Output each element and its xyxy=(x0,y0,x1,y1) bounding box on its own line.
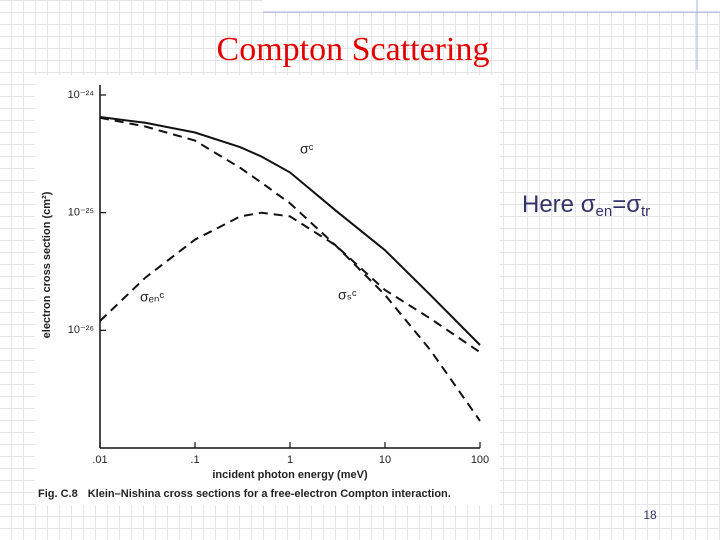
note-sub: tr xyxy=(641,203,650,220)
caption-label: Fig. C.8 xyxy=(38,488,78,500)
x-tick-label: 10 xyxy=(379,454,391,466)
y-tick-label: 10⁻²⁴ xyxy=(68,89,95,101)
caption: Fig. C.8 Klein–Nishina cross sections for… xyxy=(38,488,451,500)
page-number: 18 xyxy=(643,508,657,522)
slide-title: Compton Scattering xyxy=(217,31,490,68)
caption-text: Klein–Nishina cross sections for a free-… xyxy=(88,488,451,500)
series-label: σᶜ xyxy=(300,141,314,157)
note-text: =σ xyxy=(612,191,641,218)
series-line xyxy=(99,116,481,422)
x-tick-label: 100 xyxy=(471,454,489,466)
note: Here σen=σtr xyxy=(522,191,650,220)
series-label: σₛᶜ xyxy=(338,287,357,303)
x-tick-label: 1 xyxy=(287,454,293,466)
series-line xyxy=(99,116,481,346)
y-tick-label: 10⁻²⁶ xyxy=(68,324,94,336)
series-label: σₑₙᶜ xyxy=(140,289,164,305)
note-text: Here σ xyxy=(522,191,596,218)
header-band xyxy=(263,0,720,12)
note-sub: en xyxy=(596,203,613,220)
figure-area xyxy=(35,75,500,505)
y-tick-label: 10⁻²⁵ xyxy=(68,207,94,219)
series-line xyxy=(99,211,481,354)
y-axis-label: electron cross section (cm²) xyxy=(41,191,53,338)
x-axis-label: incident photon energy (meV) xyxy=(212,469,368,481)
x-tick-label: .1 xyxy=(190,454,199,466)
x-tick-label: .01 xyxy=(92,454,107,466)
